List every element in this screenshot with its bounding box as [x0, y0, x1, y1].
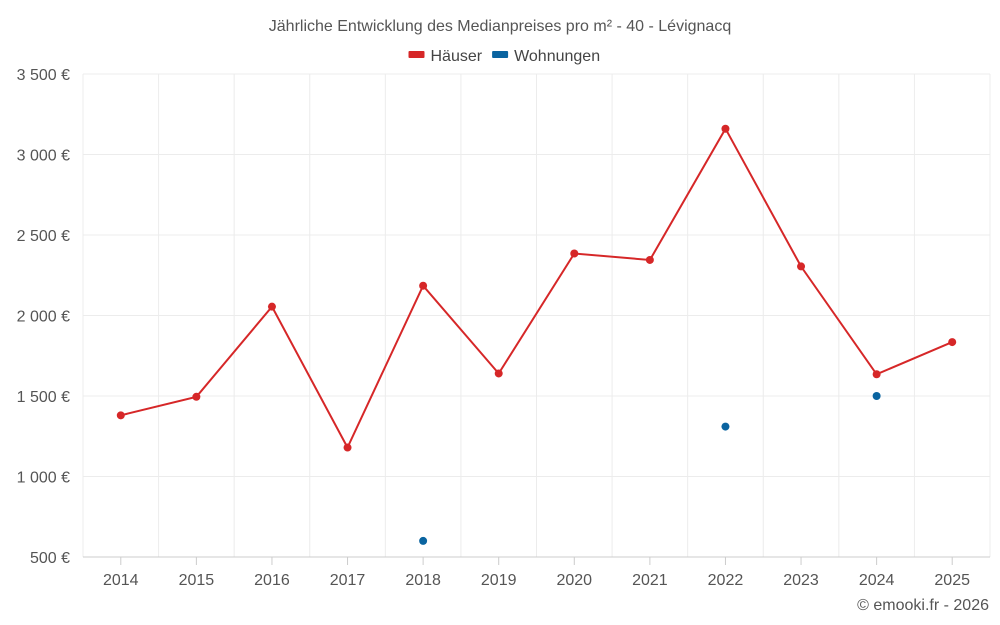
data-point-wohnungen-2022[interactable]	[721, 422, 730, 431]
x-tick-label: 2023	[783, 572, 819, 589]
data-point-häuser-2025[interactable]	[948, 338, 957, 347]
plot-area	[116, 124, 957, 545]
x-tick-label: 2018	[405, 572, 441, 589]
legend-label: Wohnungen	[514, 48, 600, 65]
x-tick-label: 2015	[179, 572, 215, 589]
x-tick-label: 2025	[934, 572, 970, 589]
data-point-wohnungen-2018[interactable]	[419, 536, 428, 545]
x-tick-label: 2019	[481, 572, 517, 589]
x-tick-label: 2016	[254, 572, 290, 589]
x-tick-label: 2014	[103, 572, 139, 589]
series-line-häuser	[120, 126, 953, 450]
legend-swatch	[492, 51, 509, 58]
data-point-häuser-2019[interactable]	[494, 369, 503, 378]
y-tick-label: 500 €	[30, 550, 70, 567]
data-point-häuser-2024[interactable]	[872, 370, 881, 379]
x-tick-label: 2017	[330, 572, 366, 589]
data-point-häuser-2017[interactable]	[343, 443, 352, 452]
data-point-häuser-2018[interactable]	[419, 281, 428, 290]
y-tick-label: 1 500 €	[17, 389, 70, 406]
chart-title: Jährliche Entwicklung des Medianpreises …	[269, 18, 731, 35]
data-point-häuser-2021[interactable]	[645, 255, 654, 264]
y-tick-label: 3 500 €	[17, 67, 70, 84]
data-point-wohnungen-2024[interactable]	[872, 392, 881, 400]
data-point-häuser-2023[interactable]	[797, 262, 806, 271]
y-tick-label: 1 000 €	[17, 470, 70, 487]
x-tick-label: 2022	[708, 572, 744, 589]
legend-item-wohnungen[interactable]: Wohnungen	[492, 48, 600, 65]
legend-swatch	[408, 51, 425, 58]
y-tick-label: 2 500 €	[17, 228, 70, 245]
y-axis: 500 € 1 000 € 1 500 € 2 000 € 2 500 € 3 000 €…	[17, 67, 70, 567]
y-tick-label: 3 000 €	[17, 148, 70, 165]
data-point-häuser-2016[interactable]	[267, 302, 276, 311]
data-point-häuser-2015[interactable]	[192, 392, 201, 401]
credit-text: © emooki.fr - 2026	[857, 597, 989, 614]
legend-item-häuser[interactable]: Häuser	[408, 48, 483, 65]
data-point-häuser-2022[interactable]	[721, 124, 730, 133]
grid	[82, 73, 991, 557]
legend-label: Häuser	[431, 48, 483, 65]
x-axis: 2014 2015 2016 2017 2018 2019 2020 2021 2022 2023…	[83, 556, 990, 589]
x-tick-label: 2020	[556, 572, 592, 589]
data-point-häuser-2014[interactable]	[116, 411, 125, 420]
y-tick-label: 2 000 €	[17, 309, 70, 326]
x-tick-label: 2021	[632, 572, 668, 589]
data-point-häuser-2020[interactable]	[570, 249, 579, 258]
x-tick-label: 2024	[859, 572, 895, 589]
legend[interactable]: Häuser Wohnungen	[408, 48, 601, 65]
